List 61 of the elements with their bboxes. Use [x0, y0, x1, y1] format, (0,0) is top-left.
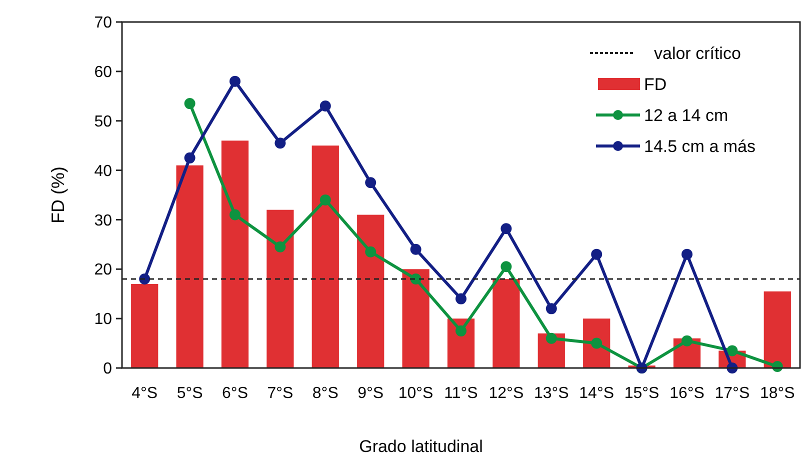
x-tick-label: 11°S — [444, 385, 478, 402]
bar — [221, 140, 249, 368]
x-tick-label: 15°S — [624, 385, 660, 402]
bar — [266, 210, 294, 368]
bar — [131, 284, 158, 368]
y-tick-label: 40 — [94, 162, 112, 180]
legend-label: 12 a 14 cm — [644, 106, 728, 125]
point — [230, 209, 240, 220]
point — [500, 261, 512, 272]
point — [500, 223, 512, 234]
point — [682, 335, 692, 346]
point — [320, 194, 331, 206]
bar — [357, 214, 384, 368]
x-tick-label: 17°S — [714, 385, 750, 402]
bar — [176, 165, 204, 368]
point — [365, 246, 376, 258]
point — [184, 152, 196, 164]
x-tick-label: 9°S — [358, 385, 384, 402]
x-tick-label: 4°S — [132, 385, 158, 402]
bar — [402, 269, 430, 368]
y-tick-label: 60 — [94, 64, 112, 82]
point — [726, 345, 738, 356]
x-tick-label: 8°S — [312, 385, 338, 402]
x-tick-label: 6°S — [222, 385, 248, 402]
y-tick-label: 30 — [94, 212, 112, 230]
x-tick-label: 12°S — [488, 385, 524, 402]
point — [682, 248, 692, 260]
legend-label: FD — [644, 74, 667, 94]
x-tick-label: 13°S — [534, 385, 569, 402]
point — [274, 138, 286, 149]
y-tick-label: 20 — [94, 262, 112, 279]
point — [139, 274, 150, 285]
bar — [312, 146, 339, 368]
point — [274, 241, 286, 252]
point — [365, 177, 376, 188]
y-axis-title: FD (%) — [48, 166, 68, 224]
point — [591, 248, 602, 260]
point — [546, 332, 557, 344]
bar — [764, 291, 791, 368]
point — [320, 100, 331, 112]
x-tick-label: 7°S — [267, 385, 294, 402]
x-axis-title: Grado latitudinal — [359, 437, 483, 456]
point — [230, 76, 240, 87]
x-tick-label: 18°S — [760, 385, 795, 402]
point — [184, 98, 196, 110]
y-tick-label: 70 — [94, 14, 112, 32]
x-tick-label: 14°S — [579, 385, 614, 402]
point — [456, 293, 466, 304]
x-tick-label: 5°S — [176, 385, 203, 402]
point — [410, 244, 422, 255]
legend-label: valor crítico — [654, 44, 741, 63]
point — [546, 303, 557, 314]
x-tick-label: 10°S — [398, 385, 434, 402]
point — [456, 325, 466, 336]
y-tick-label: 10 — [94, 311, 112, 328]
bar — [492, 279, 520, 368]
x-tick-label: 16°S — [670, 385, 704, 402]
legend-label: 14.5 cm a más — [644, 136, 756, 156]
y-tick-label: 0 — [103, 360, 112, 378]
y-tick-label: 50 — [94, 113, 112, 130]
point — [591, 338, 602, 349]
